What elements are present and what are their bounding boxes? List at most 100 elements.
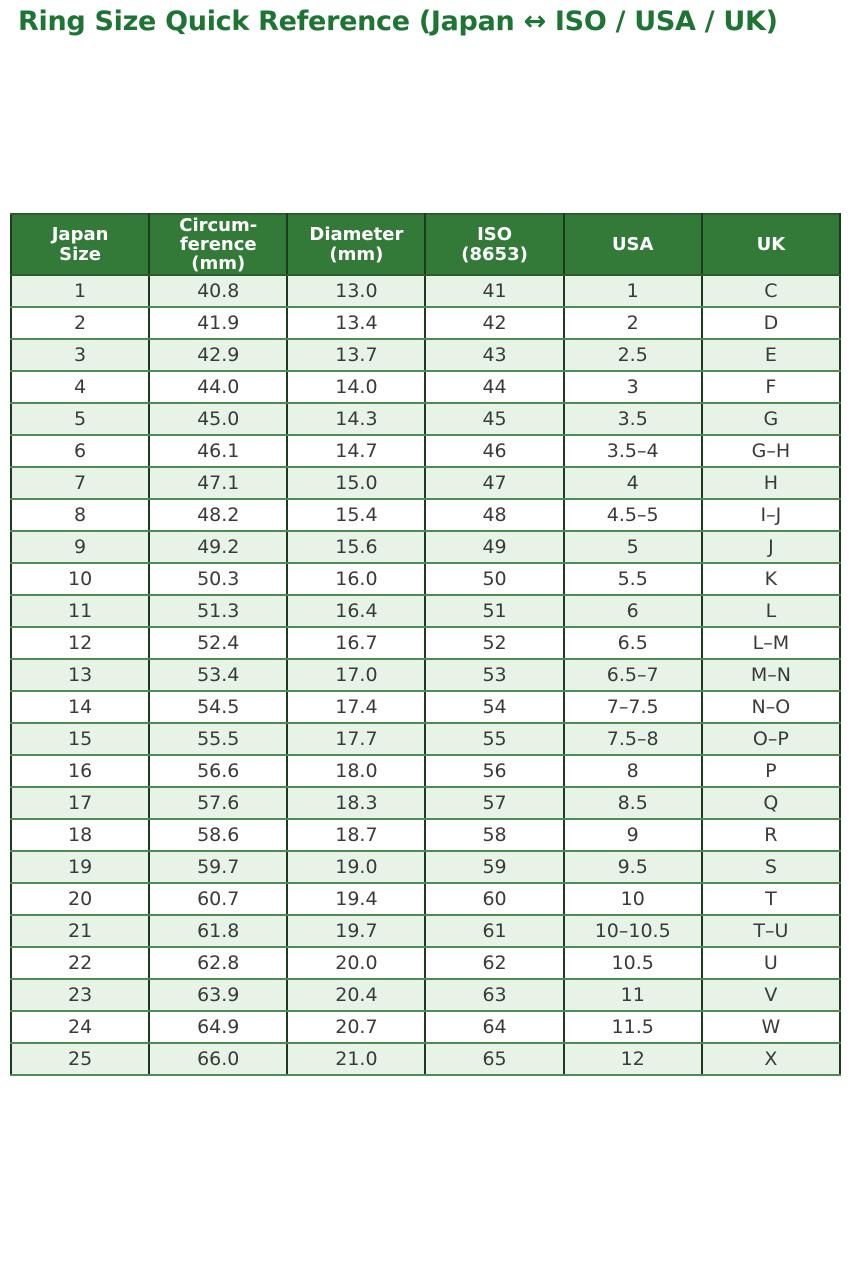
table-cell: 49.2: [148, 530, 289, 564]
table-cell: 40.8: [148, 274, 289, 308]
table-cell: 54.5: [148, 690, 289, 724]
table-cell: 42: [424, 306, 565, 340]
table-cell: 14.0: [286, 370, 427, 404]
table-cell: 20.0: [286, 946, 427, 980]
table-cell: F: [700, 370, 842, 404]
table-cell: I–J: [700, 498, 842, 532]
table-cell: 64.9: [148, 1010, 289, 1044]
table-cell: 8: [9, 498, 151, 532]
table-cell: 62: [424, 946, 565, 980]
table-cell: 10: [9, 562, 151, 596]
table-cell: 17.7: [286, 722, 427, 756]
table-cell: U: [700, 946, 842, 980]
table-cell: L: [700, 594, 842, 628]
header-uk: UK: [700, 213, 842, 276]
table-cell: 13.7: [286, 338, 427, 372]
table-cell: 15: [9, 722, 151, 756]
table-cell: 44.0: [148, 370, 289, 404]
table-cell: 59: [424, 850, 565, 884]
table-cell: 9.5: [562, 850, 703, 884]
table-cell: 18.0: [286, 754, 427, 788]
table-cell: 1: [9, 274, 151, 308]
table-cell: 59.7: [148, 850, 289, 884]
table-cell: V: [700, 978, 842, 1012]
table-cell: 46: [424, 434, 565, 468]
table-cell: 52.4: [148, 626, 289, 660]
ring-size-table: Japan Size Circum- ference (mm) Diameter…: [9, 213, 842, 1076]
table-cell: 6: [562, 594, 703, 628]
table-row: 4 44.0 14.0 44 3 F: [9, 370, 842, 404]
header-diameter: Diameter (mm): [286, 213, 427, 276]
table-cell: 18.3: [286, 786, 427, 820]
table-cell: 63: [424, 978, 565, 1012]
table-cell: 3.5: [562, 402, 703, 436]
table-cell: R: [700, 818, 842, 852]
table-cell: 17.4: [286, 690, 427, 724]
table-cell: 54: [424, 690, 565, 724]
table-cell: 10–10.5: [562, 914, 703, 948]
table-cell: 61.8: [148, 914, 289, 948]
table-row: 13 53.4 17.0 53 6.5–7 M–N: [9, 658, 842, 692]
page-title: Ring Size Quick Reference (Japan ↔ ISO /…: [18, 6, 778, 37]
table-cell: 4: [9, 370, 151, 404]
table-cell: 15.6: [286, 530, 427, 564]
table-cell: 22: [9, 946, 151, 980]
table-cell: 16.0: [286, 562, 427, 596]
table-cell: M–N: [700, 658, 842, 692]
table-cell: 5.5: [562, 562, 703, 596]
ring-size-table-header: Japan Size Circum- ference (mm) Diameter…: [9, 213, 842, 276]
table-cell: 56.6: [148, 754, 289, 788]
table-row: 18 58.6 18.7 58 9 R: [9, 818, 842, 852]
table-cell: 17: [9, 786, 151, 820]
table-cell: 7: [9, 466, 151, 500]
table-cell: 3: [562, 370, 703, 404]
table-cell: 14.3: [286, 402, 427, 436]
table-cell: 55.5: [148, 722, 289, 756]
table-cell: 45.0: [148, 402, 289, 436]
table-row: 3 42.9 13.7 43 2.5 E: [9, 338, 842, 372]
table-cell: 6.5: [562, 626, 703, 660]
table-cell: 14.7: [286, 434, 427, 468]
table-cell: 9: [9, 530, 151, 564]
table-cell: 61: [424, 914, 565, 948]
table-cell: 20.7: [286, 1010, 427, 1044]
table-cell: 53: [424, 658, 565, 692]
table-row: 24 64.9 20.7 64 11.5 W: [9, 1010, 842, 1044]
table-cell: 57: [424, 786, 565, 820]
table-cell: 19: [9, 850, 151, 884]
table-cell: O–P: [700, 722, 842, 756]
table-cell: 15.4: [286, 498, 427, 532]
table-cell: L–M: [700, 626, 842, 660]
table-cell: E: [700, 338, 842, 372]
table-cell: 5: [562, 530, 703, 564]
table-cell: 21: [9, 914, 151, 948]
table-cell: 60: [424, 882, 565, 916]
table-cell: 51: [424, 594, 565, 628]
table-cell: C: [700, 274, 842, 308]
table-cell: 3.5–4: [562, 434, 703, 468]
table-row: 14 54.5 17.4 54 7–7.5 N–O: [9, 690, 842, 724]
table-cell: 9: [562, 818, 703, 852]
table-cell: W: [700, 1010, 842, 1044]
table-cell: 51.3: [148, 594, 289, 628]
table-row: 10 50.3 16.0 50 5.5 K: [9, 562, 842, 596]
table-cell: 65: [424, 1042, 565, 1076]
table-cell: 50: [424, 562, 565, 596]
table-cell: 43: [424, 338, 565, 372]
table-cell: 60.7: [148, 882, 289, 916]
table-cell: 46.1: [148, 434, 289, 468]
header-circumference: Circum- ference (mm): [148, 213, 289, 276]
table-cell: 50.3: [148, 562, 289, 596]
table-cell: T–U: [700, 914, 842, 948]
table-cell: 57.6: [148, 786, 289, 820]
table-cell: 49: [424, 530, 565, 564]
table-cell: 1: [562, 274, 703, 308]
table-cell: 17.0: [286, 658, 427, 692]
table-cell: 6: [9, 434, 151, 468]
table-cell: Q: [700, 786, 842, 820]
header-usa: USA: [562, 213, 703, 276]
table-cell: 6.5–7: [562, 658, 703, 692]
table-cell: 13.0: [286, 274, 427, 308]
table-cell: 56: [424, 754, 565, 788]
